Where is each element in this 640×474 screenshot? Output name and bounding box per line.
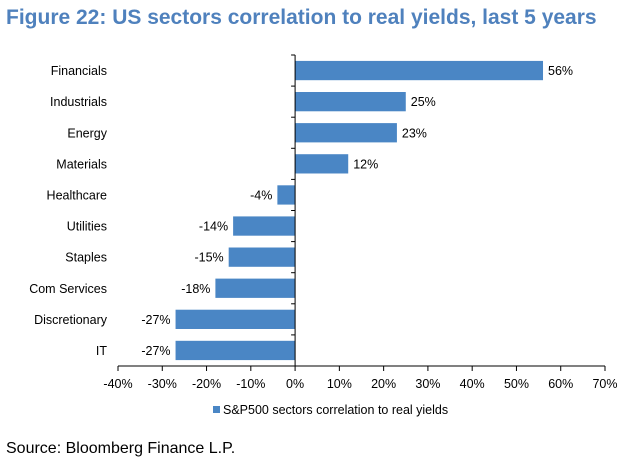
x-axis: -40% -30% -20% -10% 0% 10% 20% 30% 40% 50% 60% 70% [103,54,618,391]
bars-group [175,60,544,361]
data-labels-group: 56% 25% 23% 12% -4% -14% -15% -18% -27% -27% [141,64,573,358]
category-label: Utilities [67,220,107,234]
category-label: Financials [51,64,107,78]
data-label: -18% [181,282,210,296]
legend-swatch [213,406,220,413]
category-label: Energy [67,126,107,140]
data-label: 23% [402,126,427,140]
data-label: -4% [250,188,272,202]
data-label: -15% [194,251,223,265]
x-tick-label: 10% [327,377,352,391]
category-label: Discretionary [34,313,108,327]
bar-materials [295,154,349,174]
category-label: IT [96,344,107,358]
data-label: 56% [548,64,573,78]
bar-healthcare [277,185,296,205]
chart-title: Figure 22: US sectors correlation to rea… [6,6,597,29]
x-tick-label: -30% [148,377,177,391]
bar-industrials [295,92,406,112]
bar-com-services [215,278,296,298]
x-tick-label: 40% [460,377,485,391]
x-tick-label: 70% [592,377,617,391]
legend: S&P500 sectors correlation to real yield… [213,403,448,417]
x-tick-label: 60% [548,377,573,391]
data-label: -14% [199,220,228,234]
category-label: Healthcare [47,188,107,202]
x-tick-label: -10% [236,377,265,391]
data-label: 12% [353,157,378,171]
bar-staples [228,247,296,267]
category-label: Materials [56,157,107,171]
bar-discretionary [175,309,296,329]
bar-energy [295,123,397,143]
bar-utilities [233,216,296,236]
data-label: -27% [141,313,170,327]
bar-it [175,340,296,361]
x-tick-label: 50% [504,377,529,391]
category-label: Com Services [29,282,107,296]
x-tick-label: -40% [103,377,132,391]
source-note: Source: Bloomberg Finance L.P. [6,440,236,457]
data-label: -27% [141,344,170,358]
x-tick-label: 30% [415,377,440,391]
x-tick-label: -20% [192,377,221,391]
bar-financials [295,60,544,81]
data-label: 25% [411,95,436,109]
category-label: Staples [65,251,107,265]
x-tick-label: 0% [286,377,304,391]
x-tick-label: 20% [371,377,396,391]
category-labels-group: Financials Industrials Energy Materials Heal… [29,64,108,358]
legend-label: S&P500 sectors correlation to real yield… [223,403,448,417]
category-label: Industrials [50,95,107,109]
